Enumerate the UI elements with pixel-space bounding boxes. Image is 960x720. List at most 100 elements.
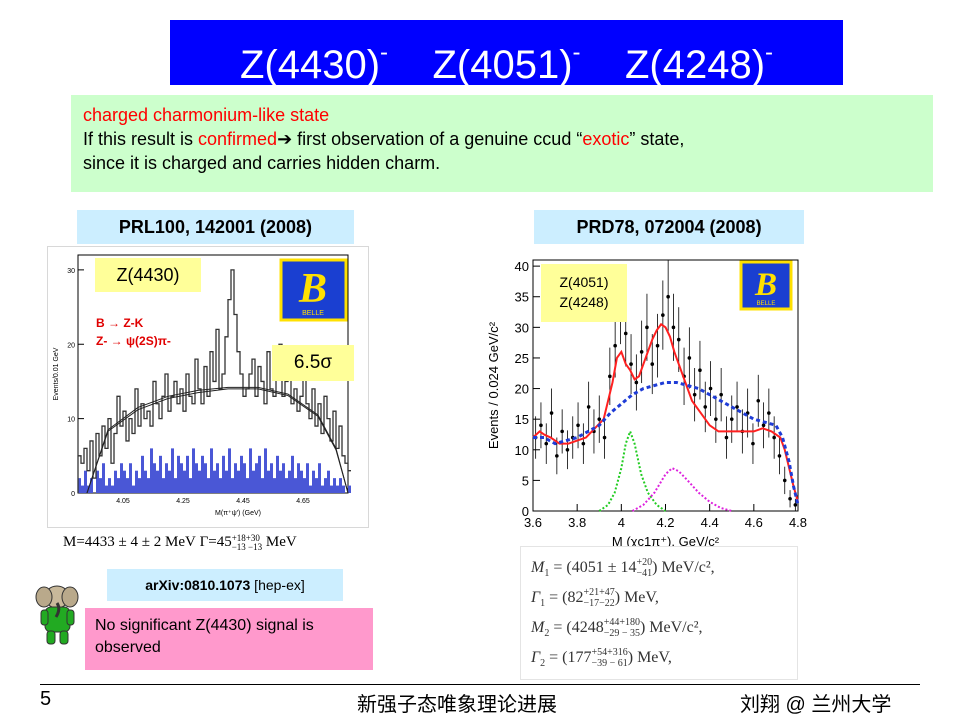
background-bar bbox=[129, 463, 132, 493]
background-bar bbox=[231, 478, 234, 493]
background-bar bbox=[276, 455, 279, 493]
background-bar bbox=[159, 455, 162, 493]
svg-text:B: B bbox=[298, 266, 327, 312]
data-point bbox=[608, 374, 612, 379]
y-tick-label: 10 bbox=[67, 417, 75, 424]
background-bar bbox=[333, 478, 336, 493]
left-reference: PRL100, 142001 (2008) bbox=[77, 210, 354, 244]
background-bar bbox=[273, 478, 276, 493]
background-bar bbox=[78, 478, 81, 493]
data-point bbox=[576, 423, 580, 428]
background-bar bbox=[258, 455, 261, 493]
svg-text:BELLE: BELLE bbox=[302, 310, 324, 317]
background-bar bbox=[99, 478, 102, 493]
data-point bbox=[692, 392, 697, 397]
background-bar bbox=[327, 470, 330, 493]
fit-curve bbox=[86, 386, 349, 494]
result-line: M2 = (4248 +44+180 −29 − 35) MeV/c², bbox=[531, 617, 703, 640]
data-point bbox=[729, 417, 734, 421]
background-bar bbox=[198, 470, 201, 493]
data-point bbox=[639, 350, 644, 354]
background-bar bbox=[321, 485, 324, 493]
data-point bbox=[650, 362, 655, 366]
y-tick-label: 20 bbox=[67, 342, 75, 349]
data-point bbox=[555, 454, 559, 458]
data-point bbox=[772, 435, 776, 440]
data-point bbox=[671, 325, 676, 330]
background-bar bbox=[156, 470, 159, 493]
background-bar bbox=[288, 470, 291, 493]
data-point bbox=[703, 405, 708, 409]
background-bar bbox=[204, 463, 207, 493]
arxiv-reference: arXiv:0810.1073 [hep-ex] bbox=[107, 569, 343, 601]
background-bar bbox=[180, 463, 183, 493]
z4051-z4248-histogram: 0 5 10 15 20 25 30 35 40 3.6 3.8 4 4.2 4.4 4.6 4.8 M (χc… bbox=[486, 259, 807, 549]
background-bar bbox=[189, 478, 192, 493]
background-bar bbox=[222, 455, 225, 493]
background-bar bbox=[105, 485, 108, 493]
y-tick-label: 30 bbox=[515, 320, 529, 335]
background-bar bbox=[237, 470, 240, 493]
background-bar bbox=[225, 470, 228, 493]
decay-line-2: Z- → ψ(2S)π- bbox=[96, 334, 171, 348]
background-bar bbox=[168, 470, 171, 493]
background-bar bbox=[279, 470, 282, 493]
background-bar bbox=[108, 478, 111, 493]
significance-label: 6.5σ bbox=[272, 345, 354, 381]
background-bar bbox=[192, 448, 195, 493]
z4430-histogram: 0 10 20 30 4.05 4.25 4.45 4.65 M(π⁺ψ′) (GeV) Even… bbox=[53, 254, 351, 517]
data-point bbox=[793, 503, 798, 507]
x-axis-label: M (χc1π⁺), GeV/c² bbox=[612, 534, 720, 546]
background-bar bbox=[96, 470, 99, 493]
data-point bbox=[623, 331, 628, 336]
results-right: M1 = (4051 ± 14 +20 −41) MeV/c², Γ1 = (82 +… bbox=[520, 546, 798, 680]
y-tick-label: 5 bbox=[522, 473, 529, 488]
background-bar bbox=[141, 455, 144, 493]
x-tick-label: 3.6 bbox=[524, 515, 542, 530]
background-bar bbox=[264, 448, 267, 493]
background-bar bbox=[162, 478, 165, 493]
z4248-label: Z(4248) bbox=[559, 294, 609, 310]
data-point bbox=[661, 313, 665, 317]
data-point bbox=[565, 447, 570, 452]
background-bar bbox=[216, 463, 219, 493]
y-tick-label: 0 bbox=[522, 504, 529, 519]
y-tick-label: 0 bbox=[71, 491, 75, 498]
mass-formula-left: M=4433 ± 4 ± 2 MeV Γ=45 +18+30 −13 −13 MeV bbox=[63, 528, 355, 556]
background-bar bbox=[102, 463, 105, 493]
data-point bbox=[613, 343, 617, 348]
background-bar bbox=[243, 463, 246, 493]
background-bar bbox=[201, 455, 204, 493]
background-bar bbox=[186, 455, 189, 493]
data-point bbox=[645, 325, 649, 330]
data-point bbox=[539, 423, 543, 428]
data-point bbox=[581, 441, 586, 446]
background-bar bbox=[252, 470, 255, 493]
background-bar bbox=[255, 463, 258, 493]
background-bar bbox=[150, 448, 153, 493]
x-tick-label: 4 bbox=[618, 515, 625, 530]
data-point bbox=[777, 454, 782, 458]
background-bar bbox=[126, 478, 129, 493]
svg-text:B: B bbox=[754, 267, 777, 303]
background-bar bbox=[249, 448, 252, 493]
background-bar bbox=[324, 478, 327, 493]
background-bar bbox=[297, 463, 300, 493]
data-point bbox=[676, 337, 681, 342]
background-bar bbox=[111, 485, 114, 493]
right-reference: PRD78, 072004 (2008) bbox=[534, 210, 804, 244]
background-bar bbox=[165, 463, 168, 493]
background-bar bbox=[336, 485, 339, 493]
x-tick-label: 4.45 bbox=[236, 498, 250, 505]
background-bar bbox=[240, 455, 243, 493]
footer-right: 刘翔 @ 兰州大学 bbox=[740, 694, 892, 716]
result-line: Γ1 = (82 +21+47 −17−22) MeV, bbox=[531, 587, 659, 610]
background-bar bbox=[138, 478, 141, 493]
z4051-z4248-label: Z(4051) Z(4248) bbox=[541, 264, 627, 322]
page-number: 5 bbox=[40, 688, 52, 710]
no-signal-note: No significant Z(4430) signal is observe… bbox=[85, 608, 373, 670]
background-bar bbox=[183, 470, 186, 493]
data-point bbox=[698, 368, 702, 372]
background-bar bbox=[300, 470, 303, 493]
background-bar bbox=[120, 463, 123, 493]
